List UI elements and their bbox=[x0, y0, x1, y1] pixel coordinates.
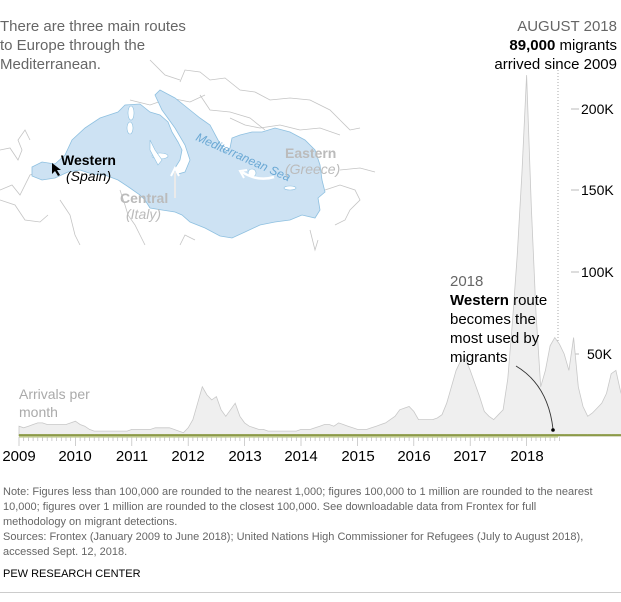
brand-name: PEW RESEARCH CENTER bbox=[3, 568, 141, 580]
x-tick-2011: 2011 bbox=[116, 448, 148, 465]
chart-canvas: Mediterranean Sea 200K 150K 100K 50K 20 bbox=[0, 59, 621, 465]
map-label-central: Central (Italy) bbox=[120, 190, 169, 222]
x-tick-2018: 2018 bbox=[510, 448, 543, 465]
footnote: Note: Figures less than 100,000 are roun… bbox=[3, 486, 593, 528]
western-route-arrow-icon bbox=[52, 163, 61, 176]
islands bbox=[126, 105, 297, 191]
headline-stat: AUGUST 2018 89,000 migrants arrived sinc… bbox=[494, 17, 617, 74]
eastern-route-arrow bbox=[238, 169, 275, 180]
map-label-eastern: Eastern (Greece) bbox=[285, 145, 341, 177]
headline-month: AUGUST 2018 bbox=[517, 18, 617, 35]
annotation-leader-line bbox=[515, 365, 554, 430]
western-route-area bbox=[18, 434, 621, 437]
x-tick-2010: 2010 bbox=[58, 448, 91, 465]
x-tick-2014: 2014 bbox=[284, 448, 317, 465]
mediterranean-map: Mediterranean Sea bbox=[0, 59, 376, 252]
annotation-year: 2018 bbox=[450, 273, 484, 290]
x-tick-2009: 2009 bbox=[2, 448, 35, 465]
y-tick-100k: 100K bbox=[581, 264, 614, 280]
y-tick-50k: 50K bbox=[587, 346, 613, 362]
x-tick-2013: 2013 bbox=[228, 448, 261, 465]
sea-shape bbox=[31, 89, 326, 239]
y-axis: 200K 150K 100K 50K bbox=[571, 101, 614, 362]
headline-count: 89,000 bbox=[509, 37, 556, 54]
headline-count-suffix: migrants bbox=[555, 37, 617, 54]
annotation-text: route becomes the most used by migrants bbox=[450, 292, 548, 366]
x-tick-2012: 2012 bbox=[171, 448, 204, 465]
x-tick-2017: 2017 bbox=[453, 448, 486, 465]
x-axis-labels: 2009 2010 2011 2012 2013 2014 2015 2016 … bbox=[2, 448, 543, 465]
x-tick-2016: 2016 bbox=[397, 448, 430, 465]
sources: Sources: Frontex (January 2009 to June 2… bbox=[3, 531, 584, 558]
annotation-bold: Western bbox=[450, 292, 509, 309]
bottom-divider bbox=[0, 592, 621, 593]
y-tick-150k: 150K bbox=[581, 182, 614, 198]
map-label-western: Western (Spain) bbox=[61, 152, 116, 184]
central-route-arrow bbox=[170, 165, 180, 198]
x-tick-2015: 2015 bbox=[341, 448, 374, 465]
x-axis-ticks bbox=[18, 437, 560, 446]
headline-since: arrived since 2009 bbox=[494, 56, 617, 73]
annotation-2018: 2018 Western route becomes the most used… bbox=[450, 272, 560, 367]
intro-text: There are three main routes to Europe th… bbox=[0, 18, 186, 73]
annotation-point bbox=[551, 428, 555, 432]
series-label: Arrivals per month bbox=[19, 386, 90, 420]
y-tick-200k: 200K bbox=[581, 101, 614, 117]
all-routes-area bbox=[18, 75, 621, 437]
